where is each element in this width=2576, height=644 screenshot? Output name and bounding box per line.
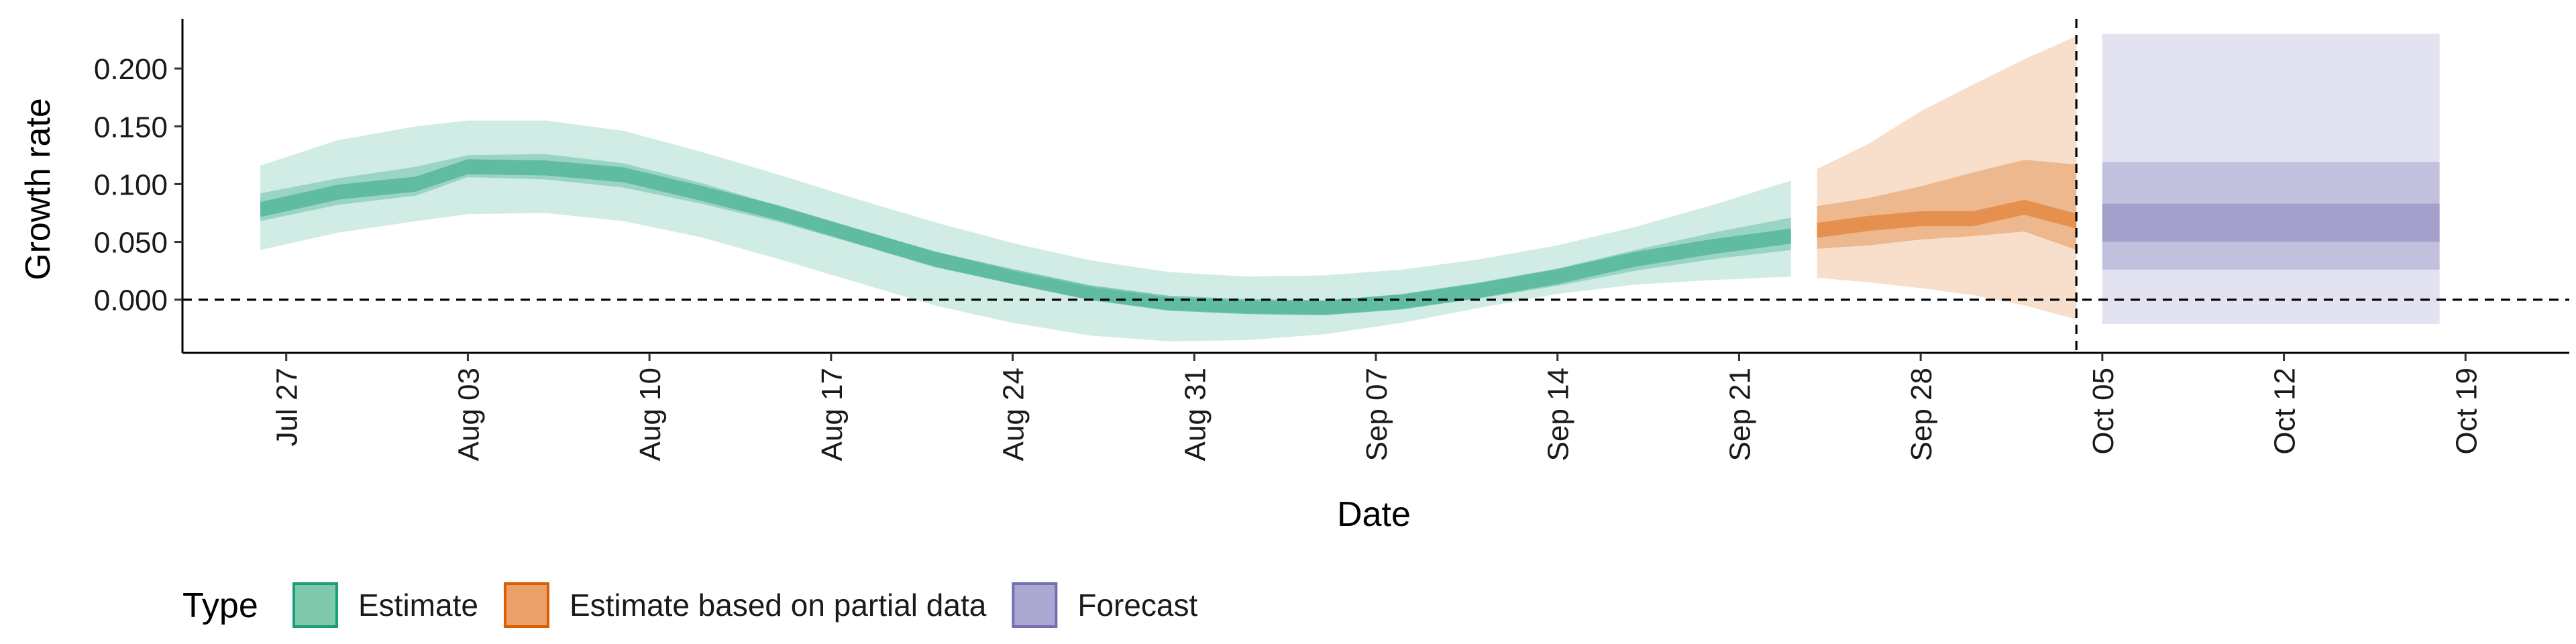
y-tick-label: 0.200 [94,53,168,86]
legend-swatch-forecast [1012,582,1058,628]
y-tick-label: 0.150 [94,111,168,144]
y-tick-label: 0.000 [94,284,168,317]
legend-label-forecast: Forecast [1077,588,1197,623]
forecast-band-20 [2102,203,2440,242]
reference-lines [182,19,2569,353]
x-tick-label: Aug 03 [452,368,485,461]
legend-swatch-estimate [292,582,338,628]
axes: 0.000 0.050 0.100 0.150 0.200 Jul 27 Aug 03 Aug… [94,19,2569,461]
legend-label-estimate: Estimate [358,588,478,623]
legend-title: Type [182,586,258,625]
x-tick-label: Oct 05 [2087,368,2120,455]
y-tick-label: 0.100 [94,168,168,201]
estimate-band-50 [260,154,1791,315]
legend: Type Estimate Estimate based on partial da… [182,582,1198,628]
forecast-band-50 [2102,162,2440,270]
x-tick-label: Sep 14 [1542,368,1575,461]
x-tick-label: Oct 12 [2269,368,2302,455]
forecast-band-90 [2102,34,2440,324]
x-tick-label: Aug 10 [634,368,667,461]
estimate-band-90 [260,120,1791,341]
y-axis-title: Growth rate [19,98,58,280]
x-tick-label: Sep 28 [1905,368,1938,461]
x-tick-label: Sep 07 [1360,368,1393,461]
estimate-based-on-partial-data-band-50 [1817,160,2077,250]
x-tick-label: Aug 31 [1179,368,1212,461]
plot-bands [260,34,2440,341]
legend-swatch-estimate-based-on-partial-data [503,582,549,628]
estimate-based-on-partial-data-median [1817,199,2077,238]
x-tick-label: Sep 21 [1723,368,1756,461]
estimate-median [260,159,1791,315]
x-tick-label: Aug 17 [816,368,849,461]
x-axis-title: Date [1337,495,1411,534]
y-tick-label: 0.050 [94,227,168,260]
x-tick-label: Oct 19 [2450,368,2483,455]
estimate-based-on-partial-data-band-90 [1817,36,2077,320]
x-tick-label: Jul 27 [271,368,304,446]
legend-label-estimate-based-on-partial-data: Estimate based on partial data [570,588,987,623]
x-tick-label: Aug 24 [998,368,1030,461]
